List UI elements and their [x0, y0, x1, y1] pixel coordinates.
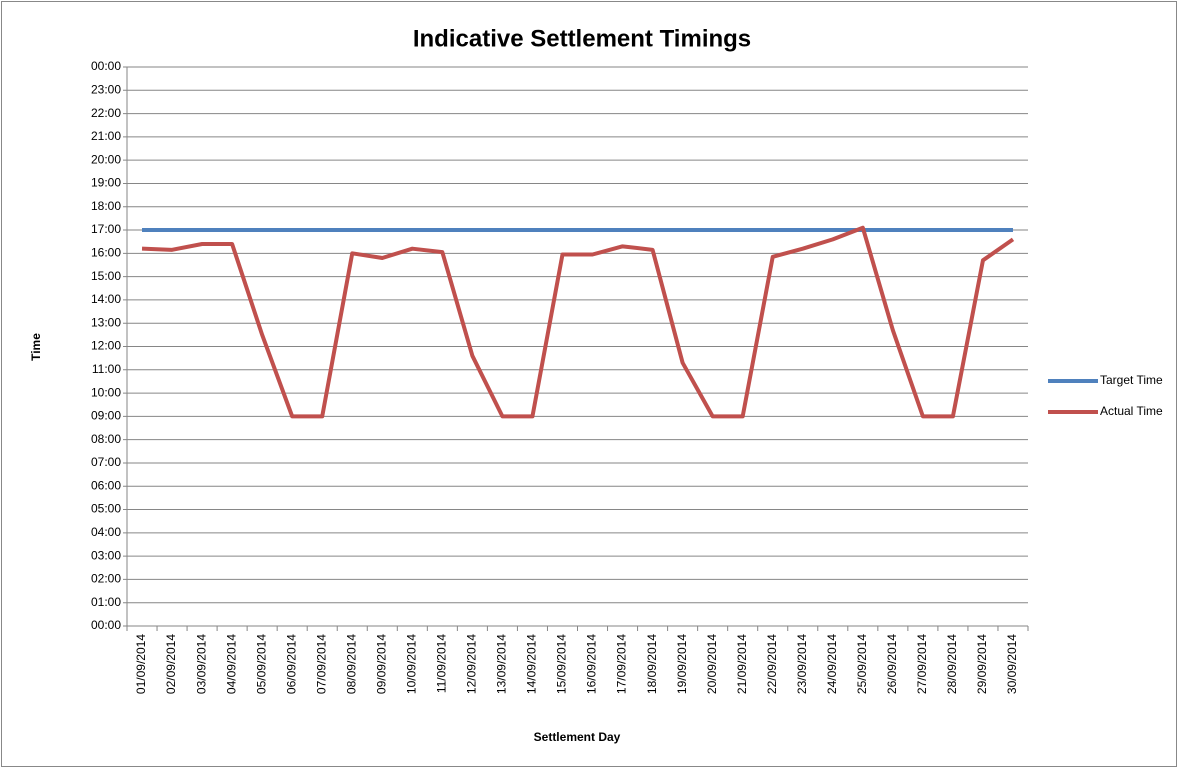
x-tick-label: 11/09/2014 — [435, 634, 449, 693]
x-tick-label: 06/09/2014 — [284, 634, 298, 694]
x-tick-label: 14/09/2014 — [525, 634, 539, 694]
x-tick-label: 29/09/2014 — [975, 634, 989, 694]
x-tick-label: 15/09/2014 — [555, 634, 569, 694]
x-tick-label: 25/09/2014 — [855, 634, 869, 694]
y-tick-label: 01:00 — [91, 595, 121, 609]
y-tick-label: 09:00 — [91, 409, 121, 423]
x-tick-label: 23/09/2014 — [795, 634, 809, 694]
x-tick-label: 10/09/2014 — [404, 634, 418, 694]
y-tick-label: 00:00 — [91, 59, 121, 73]
y-tick-label: 06:00 — [91, 478, 121, 492]
series-line — [141, 225, 1015, 419]
y-tick-label: 15:00 — [91, 269, 121, 283]
x-tick-label: 19/09/2014 — [675, 634, 689, 694]
x-tick-label: 21/09/2014 — [735, 634, 749, 694]
x-tick-label: 24/09/2014 — [825, 634, 839, 694]
x-tick-label: 05/09/2014 — [254, 634, 268, 694]
y-tick-label: 10:00 — [91, 385, 121, 399]
y-tick-label: 13:00 — [91, 315, 121, 329]
x-tick-label: 09/09/2014 — [374, 634, 388, 694]
x-tick-label: 18/09/2014 — [645, 634, 659, 694]
x-tick-label: 12/09/2014 — [465, 634, 479, 694]
x-tick-label: 28/09/2014 — [945, 634, 959, 694]
x-tick-label: 30/09/2014 — [1005, 634, 1019, 694]
x-tick-label: 16/09/2014 — [585, 634, 599, 694]
y-tick-label: 19:00 — [91, 176, 121, 190]
y-tick-label: 21:00 — [91, 129, 121, 143]
y-tick-label: 20:00 — [91, 152, 121, 166]
y-tick-label: 07:00 — [91, 455, 121, 469]
y-tick-label: 03:00 — [91, 548, 121, 562]
x-tick-label: 17/09/2014 — [615, 634, 629, 694]
legend-label: Actual Time — [1100, 404, 1163, 418]
y-axis-label: Time — [29, 333, 43, 361]
y-tick-label: 14:00 — [91, 292, 121, 306]
y-tick-label: 05:00 — [91, 502, 121, 516]
x-tick-label: 20/09/2014 — [705, 634, 719, 694]
y-tick-label: 04:00 — [91, 525, 121, 539]
y-tick-label: 16:00 — [91, 246, 121, 260]
y-tick-label: 12:00 — [91, 339, 121, 353]
x-tick-label: 27/09/2014 — [915, 634, 929, 694]
y-tick-label: 02:00 — [91, 572, 121, 586]
y-tick-label: 17:00 — [91, 222, 121, 236]
chart-title: Indicative Settlement Timings — [413, 25, 751, 52]
x-tick-label: 08/09/2014 — [344, 634, 358, 694]
x-tick-label: 01/09/2014 — [134, 634, 148, 694]
x-tick-label: 03/09/2014 — [194, 634, 208, 694]
legend-label: Target Time — [1100, 373, 1163, 387]
x-tick-label: 26/09/2014 — [885, 634, 899, 694]
x-tick-label: 02/09/2014 — [164, 634, 178, 694]
x-tick-label: 13/09/2014 — [495, 634, 509, 694]
y-tick-label: 23:00 — [91, 82, 121, 96]
x-tick-label: 07/09/2014 — [314, 634, 328, 694]
x-tick-label: 22/09/2014 — [765, 634, 779, 694]
y-tick-label: 00:00 — [91, 618, 121, 632]
y-tick-label: 22:00 — [91, 106, 121, 120]
x-tick-label: 04/09/2014 — [224, 634, 238, 694]
y-tick-label: 18:00 — [91, 199, 121, 213]
x-axis-label: Settlement Day — [534, 730, 621, 744]
y-tick-label: 08:00 — [91, 432, 121, 446]
y-tick-label: 11:00 — [92, 362, 121, 376]
